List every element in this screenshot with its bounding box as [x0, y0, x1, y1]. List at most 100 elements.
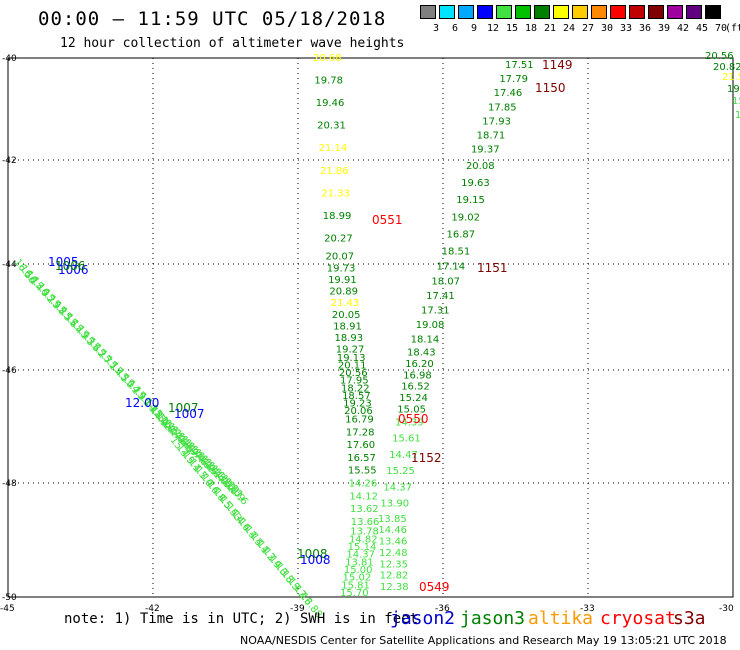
latitude-label: -40 — [2, 54, 17, 64]
center-track-value: 20.05 — [332, 310, 361, 321]
pass-time-labels: 1149 1150 0551 1151 0550 1152 0549 100510061006… — [48, 58, 573, 594]
right-track-value: 16.52 — [401, 382, 430, 393]
center-track-value: 14.37 — [346, 550, 375, 561]
legend-label: 9 — [470, 23, 478, 34]
pass-time-label: 1005 — [48, 255, 79, 269]
latitude-label: -50 — [2, 593, 17, 603]
center-track-value: 21.14 — [319, 143, 348, 154]
right-track-value: 12.82 — [380, 571, 409, 582]
center-track-value: 15.70 — [340, 588, 369, 599]
legend-swatch — [686, 5, 702, 19]
legend-label: 42 — [676, 23, 690, 34]
right-track-value: 15.25 — [386, 466, 415, 477]
longitude-label: -45 — [0, 604, 15, 614]
pass-time-label: 0551 — [372, 213, 403, 227]
right-track-value: 19.08 — [416, 320, 445, 331]
satellite-s3a: s3a — [673, 608, 706, 629]
pass-time-label: 1150 — [535, 81, 566, 95]
longitude-label: -42 — [145, 604, 160, 614]
center-track-value: 17.28 — [346, 427, 375, 438]
center-track-value: 14.82 — [349, 534, 378, 545]
latitude-label: -48 — [2, 479, 17, 489]
center-track-value: 15.14 — [348, 542, 377, 553]
center-track-value: 17.95 — [340, 376, 369, 387]
center-track-value: 21.33 — [321, 188, 350, 199]
legend-label: 3 — [432, 23, 440, 34]
longitude-label: -36 — [435, 604, 450, 614]
right-track-value: 19.63 — [461, 178, 490, 189]
center-track-value: 20.31 — [317, 121, 346, 132]
right-track-value: 18.14 — [411, 335, 440, 346]
longitude-label: -33 — [580, 604, 595, 614]
map-subtitle: 12 hour collection of altimeter wave hei… — [60, 36, 405, 51]
center-track-value: 18.93 — [334, 333, 363, 344]
center-track-value: 20.89 — [329, 287, 358, 298]
center-track-value: 21.43 — [331, 298, 360, 309]
legend-swatch — [439, 5, 455, 19]
legend-swatch — [591, 5, 607, 19]
center-track-value: 16.79 — [345, 415, 374, 426]
latitude-label: -44 — [2, 260, 17, 270]
right-track-value: 17.14 — [437, 262, 466, 273]
legend-swatch — [667, 5, 683, 19]
center-track-value: 20.56 — [339, 368, 368, 379]
legend-swatch — [496, 5, 512, 19]
far-right-track-value: 20.82 — [713, 62, 740, 73]
legend-label: 30 — [600, 23, 614, 34]
right-track-value: 15.24 — [399, 393, 428, 404]
far-right-track-value: 19.8 — [727, 84, 740, 95]
center-track-value: 18.99 — [323, 211, 352, 222]
satellite-altika: altika — [528, 608, 594, 629]
legend-label: 15 — [505, 23, 519, 34]
right-track-value: 17.41 — [426, 291, 455, 302]
legend-label: 18 — [524, 23, 538, 34]
center-track-value: 19.13 — [337, 353, 366, 364]
right-track-value: 12.38 — [380, 582, 409, 593]
pass-time-label: 1149 — [542, 58, 573, 72]
pass-time-label: 1007 — [168, 401, 199, 415]
legend-swatch — [648, 5, 664, 19]
pass-time-label: 1151 — [477, 261, 508, 275]
center-track-value: 18.22 — [341, 383, 370, 394]
right-track-value: 18.51 — [442, 246, 471, 257]
satellite-jason2: jason2 — [390, 608, 456, 629]
legend-label: 39 — [657, 23, 671, 34]
center-track-value: 15.00 — [344, 565, 373, 576]
center-track-value: 18.91 — [333, 321, 362, 332]
legend-swatch — [458, 5, 474, 19]
legend-unit: (ft) — [724, 23, 740, 34]
right-track-value: 12.48 — [379, 548, 408, 559]
right-track-value: 17.85 — [488, 102, 517, 113]
legend-label: 33 — [619, 23, 633, 34]
center-track-value: 13.62 — [350, 504, 379, 515]
center-track-value: 20.07 — [326, 252, 355, 263]
map-title: 00:00 – 11:59 UTC 05/18/2018 — [38, 8, 387, 30]
longitude-label: -39 — [290, 604, 305, 614]
center-track-value: 17.60 — [347, 440, 376, 451]
legend-label: 24 — [562, 23, 576, 34]
map-grid — [7, 57, 734, 598]
center-track-value: 13.81 — [345, 557, 374, 568]
right-track-value: 19.15 — [456, 195, 485, 206]
center-track-value: 19.91 — [328, 275, 357, 286]
right-track-value: 17.31 — [421, 306, 450, 317]
right-track-value: 14.39 — [395, 417, 424, 428]
pass-time-label: 1008 — [297, 547, 328, 561]
legend-label: 45 — [695, 23, 709, 34]
center-track-value: 19.23 — [343, 398, 372, 409]
center-track-value: 15.02 — [343, 573, 372, 584]
pass-time-label: 12.00 — [125, 396, 159, 410]
pass-time-label: 1152 — [411, 451, 442, 465]
legend-swatch — [477, 5, 493, 19]
center-track-value: 19.46 — [316, 98, 345, 109]
right-track-value: 15.05 — [397, 404, 426, 415]
right-track-value: 14.46 — [378, 525, 407, 536]
far-right-track-value: 21.5 — [722, 72, 740, 83]
pass-time-label: 1006 — [58, 263, 89, 277]
right-track-value: 16.87 — [446, 229, 475, 240]
center-track-value: 15.81 — [341, 580, 370, 591]
legend-swatch — [534, 5, 550, 19]
center-track-value: 13.78 — [350, 527, 379, 538]
